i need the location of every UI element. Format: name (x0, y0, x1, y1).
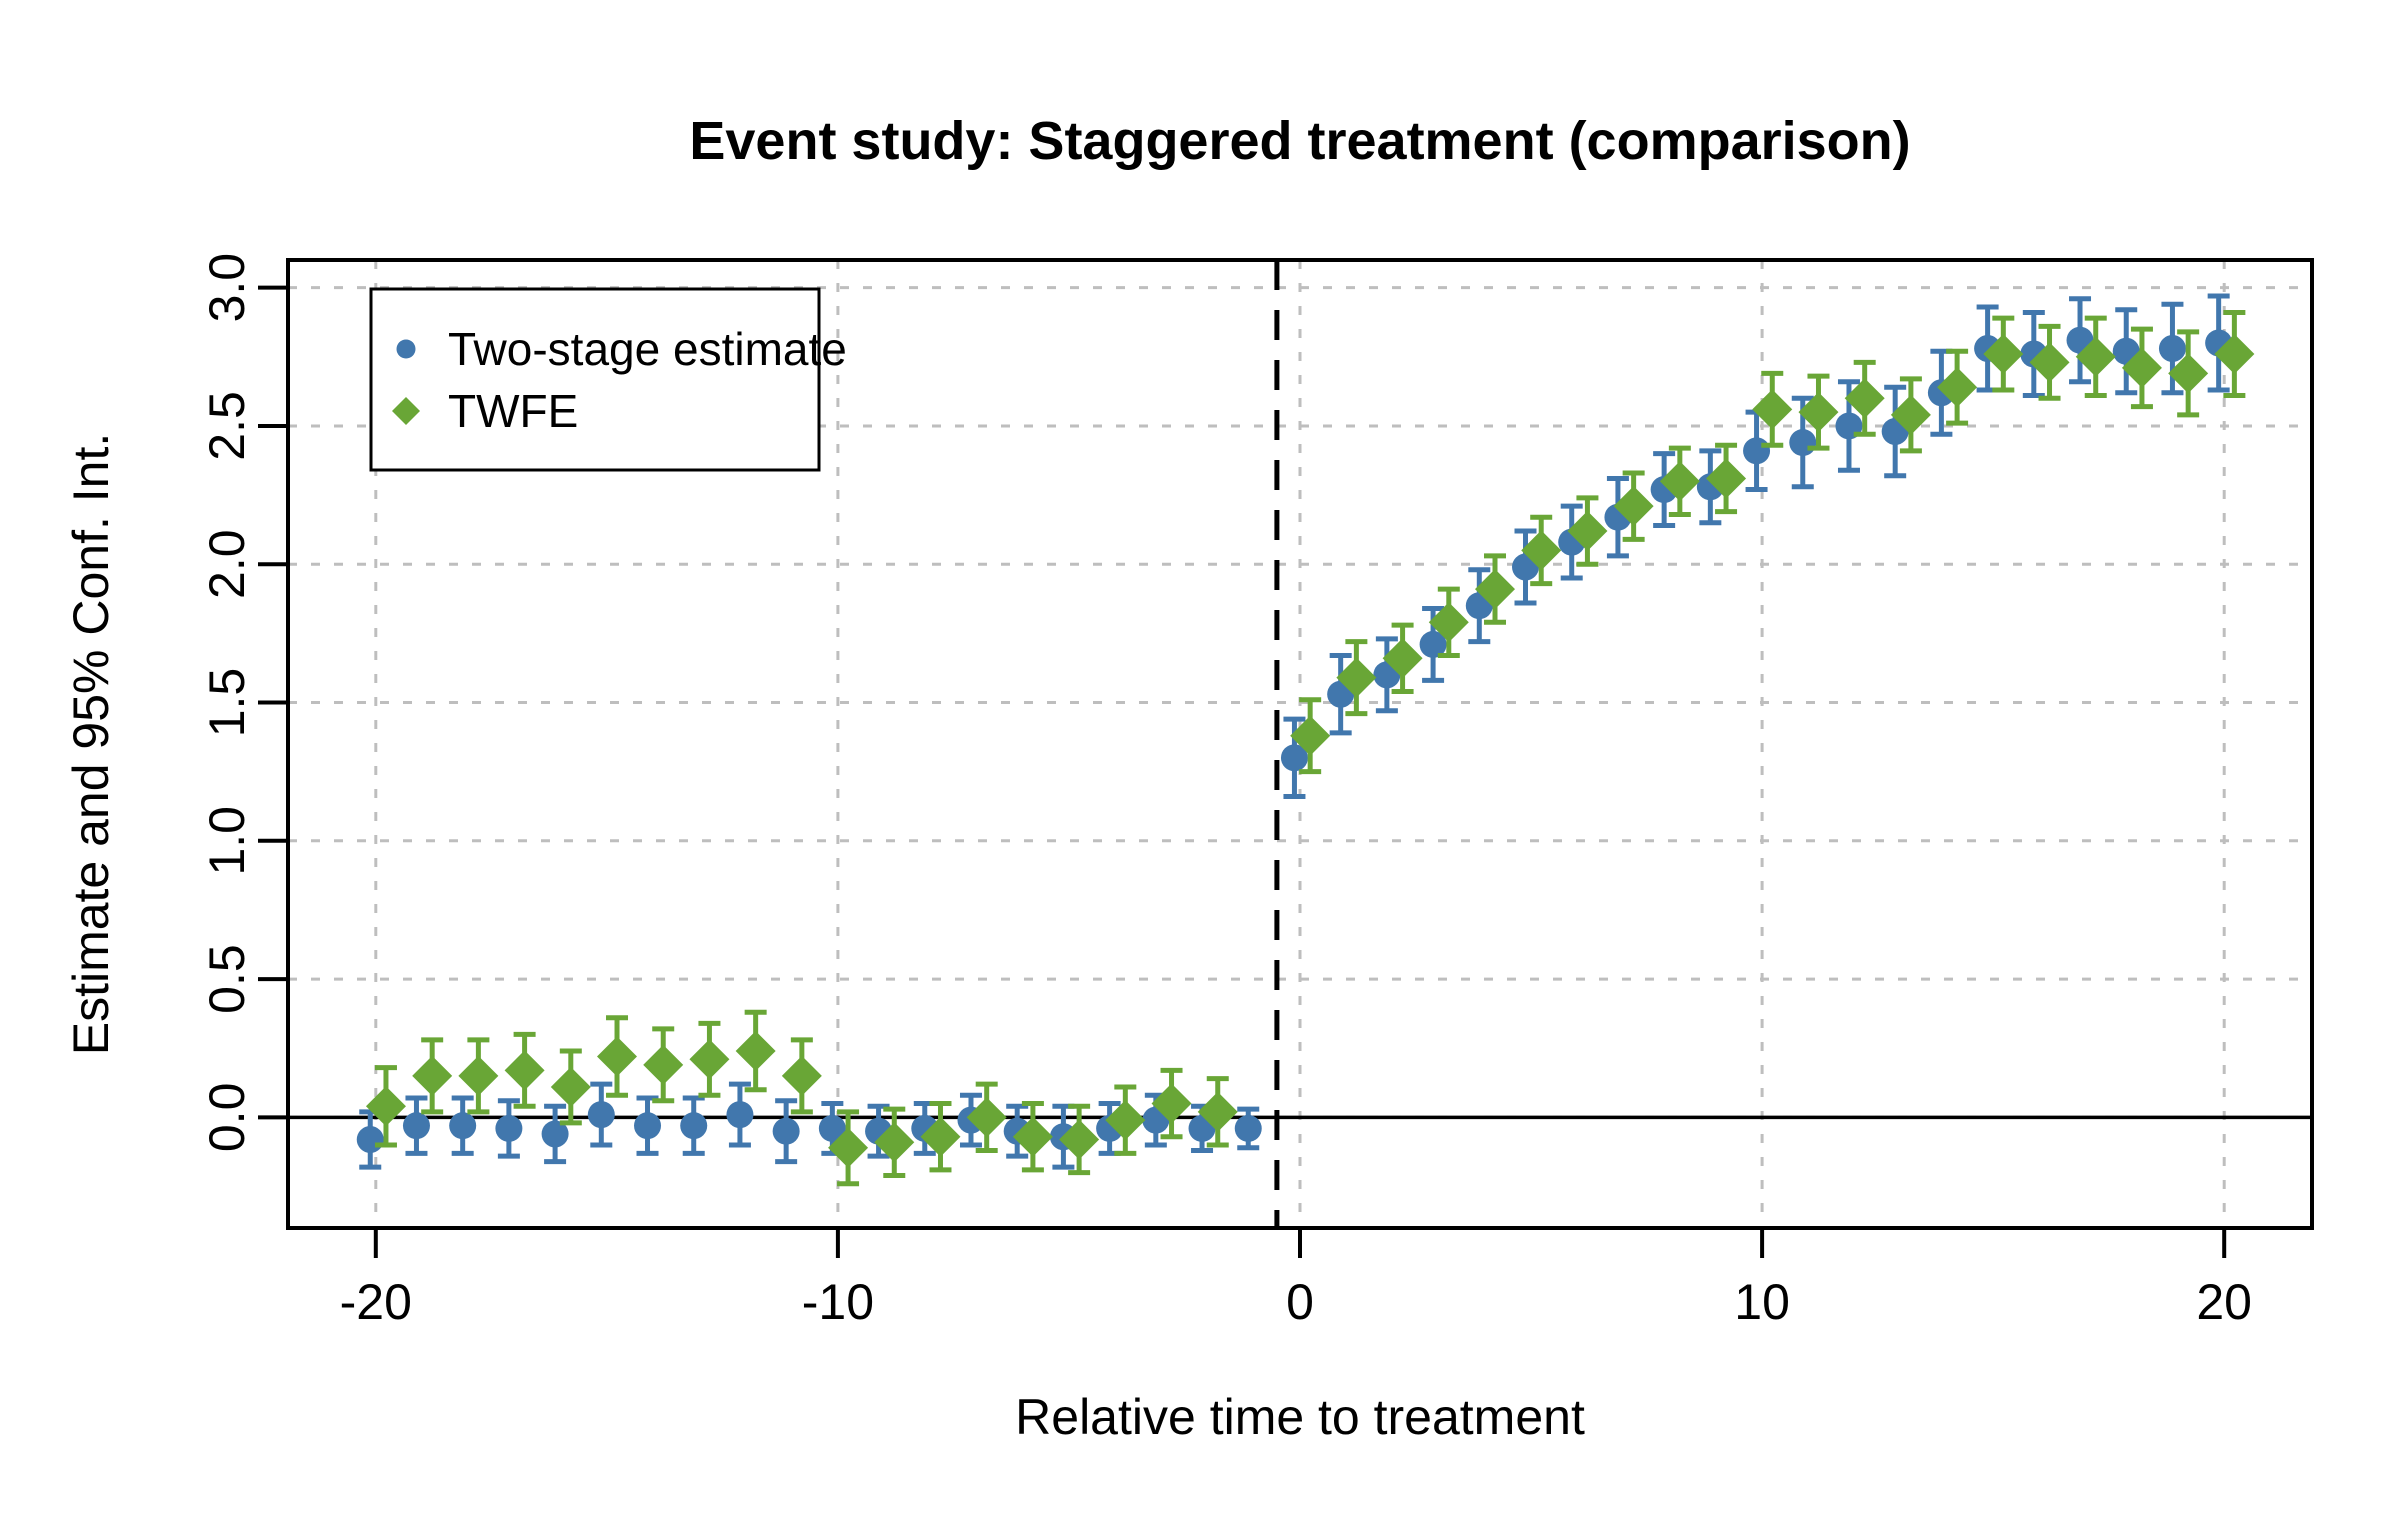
y-axis-label: Estimate and 95% Conf. Int. (63, 433, 119, 1056)
y-tick-label: 3.0 (199, 253, 255, 323)
figure-background (40, 16, 2400, 1516)
marker-twfe (966, 1097, 1007, 1138)
marker-two-stage-estimate (2158, 335, 2186, 363)
marker-twfe (1290, 715, 1331, 756)
marker-twfe (1659, 461, 1700, 502)
marker-twfe (1521, 530, 1562, 571)
marker-two-stage-estimate (495, 1114, 523, 1142)
marker-twfe (1844, 378, 1885, 419)
marker-two-stage-estimate (1743, 437, 1771, 465)
marker-twfe (689, 1039, 730, 1080)
marker-two-stage-estimate (587, 1101, 615, 1129)
event-study-figure: -20 -10 0 10 20 0.0 0.5 1.0 1.5 2.0 2.5 3.0 Relative… (40, 16, 2400, 1516)
x-tick-label: 0 (1286, 1274, 1314, 1330)
y-axis: 0.0 0.5 1.0 1.5 2.0 2.5 3.0 (199, 253, 288, 1152)
marker-twfe (781, 1055, 822, 1096)
marker-twfe (2214, 334, 2255, 375)
marker-twfe (550, 1066, 591, 1107)
marker-twfe (365, 1086, 406, 1127)
legend-item-twfe: TWFE (392, 385, 578, 437)
marker-twfe (1890, 394, 1931, 435)
marker-twfe (1059, 1119, 1100, 1160)
marker-two-stage-estimate (818, 1114, 846, 1142)
marker-two-stage-estimate (772, 1117, 800, 1145)
marker-twfe (458, 1055, 499, 1096)
y-tick-label: 2.5 (199, 391, 255, 461)
marker-two-stage-estimate (541, 1120, 569, 1148)
marker-two-stage-estimate (634, 1112, 662, 1140)
legend-label: Two-stage estimate (448, 323, 847, 375)
legend-item-two-stage-estimate: Two-stage estimate (396, 323, 847, 375)
marker-twfe (1752, 389, 1793, 430)
marker-two-stage-estimate (1419, 630, 1447, 658)
event-study-chart: -20 -10 0 10 20 0.0 0.5 1.0 1.5 2.0 2.5 3.0 Relative… (40, 16, 2400, 1516)
legend-marker-diamond (392, 397, 420, 425)
y-tick-label: 0.5 (199, 944, 255, 1014)
marker-two-stage-estimate (1280, 744, 1308, 772)
legend: Two-stage estimate TWFE (369, 287, 847, 472)
marker-two-stage-estimate (356, 1125, 384, 1153)
marker-two-stage-estimate (1789, 429, 1817, 457)
marker-twfe (2075, 336, 2116, 377)
marker-two-stage-estimate (1234, 1114, 1262, 1142)
marker-twfe (1428, 602, 1469, 643)
x-axis: -20 -10 0 10 20 (340, 1228, 2252, 1330)
marker-twfe (874, 1122, 915, 1163)
y-tick-label: 1.5 (199, 668, 255, 738)
marker-twfe (1151, 1083, 1192, 1124)
legend-label: TWFE (448, 385, 578, 437)
marker-twfe (2121, 347, 2162, 388)
marker-twfe (2029, 342, 2070, 383)
marker-two-stage-estimate (449, 1112, 477, 1140)
marker-two-stage-estimate (726, 1101, 754, 1129)
y-tick-label: 1.0 (199, 806, 255, 876)
series-twfe (365, 310, 2255, 1187)
marker-twfe (920, 1116, 961, 1157)
series-two-stage-estimate (356, 293, 2233, 1170)
y-tick-label: 0.0 (199, 1083, 255, 1153)
marker-twfe (412, 1055, 453, 1096)
marker-twfe (1382, 638, 1423, 679)
legend-marker-circle (396, 339, 416, 359)
marker-twfe (2168, 353, 2209, 394)
marker-twfe (1475, 569, 1516, 610)
marker-two-stage-estimate (680, 1112, 708, 1140)
marker-twfe (597, 1036, 638, 1077)
marker-twfe (1798, 392, 1839, 433)
marker-twfe (1983, 334, 2024, 375)
marker-twfe (735, 1030, 776, 1071)
x-axis-label: Relative time to treatment (1015, 1389, 1585, 1445)
y-tick-label: 2.0 (199, 529, 255, 599)
x-tick-label: -10 (802, 1274, 874, 1330)
marker-twfe (828, 1127, 869, 1168)
marker-twfe (1613, 486, 1654, 527)
x-tick-label: 10 (1734, 1274, 1790, 1330)
x-tick-label: 20 (2196, 1274, 2252, 1330)
legend-box (369, 287, 821, 472)
x-tick-label: -20 (340, 1274, 412, 1330)
chart-title: Event study: Staggered treatment (compar… (689, 111, 1910, 171)
marker-two-stage-estimate (402, 1112, 430, 1140)
marker-twfe (1336, 657, 1377, 698)
marker-twfe (504, 1050, 545, 1091)
marker-twfe (643, 1044, 684, 1085)
marker-twfe (1105, 1100, 1146, 1141)
marker-twfe (1937, 367, 1978, 408)
marker-twfe (1012, 1116, 1053, 1157)
marker-twfe (1197, 1091, 1238, 1132)
marker-twfe (1706, 458, 1747, 499)
